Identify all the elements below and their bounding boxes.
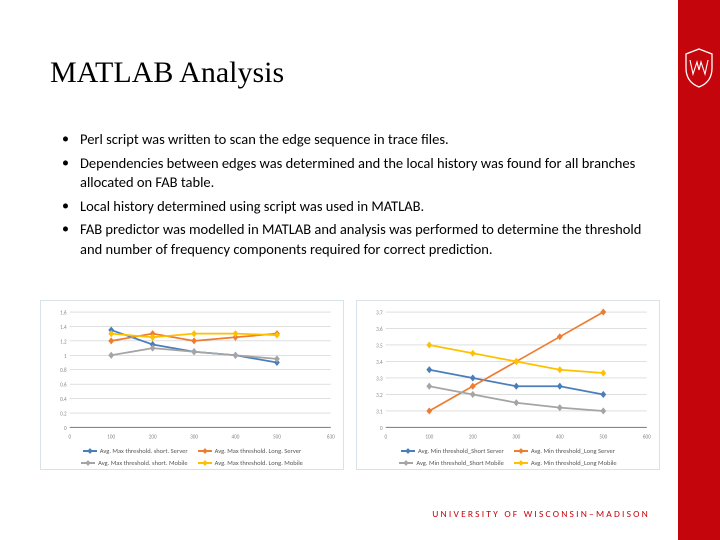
legend-label: Avg. Min threshold_Short Mobile: [416, 459, 504, 467]
svg-text:3.1: 3.1: [376, 408, 383, 416]
svg-text:3.2: 3.2: [376, 392, 383, 400]
legend-label: Avg. Min threshold_Long Server: [531, 447, 615, 455]
chart-left: 0 0.2 0.4 0.6 0.8 1 1.2 1.4 1.6 0 100 200 300 400 500 6…: [40, 300, 344, 470]
svg-text:3.3: 3.3: [376, 375, 383, 383]
legend-item: Avg. Max threshold. short. Server: [83, 447, 188, 455]
legend-swatch-icon: [401, 450, 415, 452]
legend-item: Avg. Min threshold_Short Server: [401, 447, 504, 455]
legend-label: Avg. Min threshold_Long Mobile: [531, 459, 617, 467]
chart-right-plot: 0 3.1 3.2 3.3 3.4 3.5 3.6 3.7 0 100 200 300 400 500 60…: [363, 307, 653, 445]
svg-text:1.2: 1.2: [60, 338, 67, 346]
legend-swatch-icon: [514, 450, 528, 452]
chart-right-legend: Avg. Min threshold_Short Server Avg. Min …: [363, 445, 653, 467]
svg-text:3.4: 3.4: [376, 359, 383, 367]
svg-text:100: 100: [107, 433, 115, 441]
svg-text:400: 400: [556, 433, 564, 441]
svg-text:500: 500: [273, 433, 281, 441]
svg-text:1.6: 1.6: [60, 309, 67, 317]
chart-left-plot: 0 0.2 0.4 0.6 0.8 1 1.2 1.4 1.6 0 100 200 300 400 500 6…: [47, 307, 337, 445]
svg-text:0.4: 0.4: [60, 396, 67, 404]
legend-item: Avg. Min threshold_Long Mobile: [514, 459, 617, 467]
svg-text:600: 600: [643, 433, 651, 441]
svg-text:200: 200: [469, 433, 477, 441]
legend-swatch-icon: [198, 462, 212, 464]
svg-text:300: 300: [512, 433, 520, 441]
legend-swatch-icon: [198, 450, 212, 452]
legend-item: Avg. Min threshold_Short Mobile: [399, 459, 504, 467]
svg-text:0: 0: [64, 424, 67, 432]
slide-title: MATLAB Analysis: [50, 56, 284, 90]
svg-text:1: 1: [64, 352, 67, 360]
svg-text:500: 500: [599, 433, 607, 441]
svg-text:3.7: 3.7: [376, 309, 383, 317]
svg-text:3.5: 3.5: [376, 342, 383, 350]
svg-text:400: 400: [232, 433, 240, 441]
legend-item: Avg. Min threshold_Long Server: [514, 447, 615, 455]
legend-label: Avg. Max threshold. Long. Server: [215, 447, 302, 455]
svg-text:0: 0: [68, 433, 71, 441]
footer-affiliation: UNIVERSITY OF WISCONSIN–MADISON: [432, 508, 650, 520]
svg-text:0: 0: [380, 424, 383, 432]
chart-right: 0 3.1 3.2 3.3 3.4 3.5 3.6 3.7 0 100 200 300 400 500 60…: [356, 300, 660, 470]
legend-item: Avg. Max threshold. Long. Mobile: [198, 459, 303, 467]
legend-label: Avg. Max threshold. Long. Mobile: [215, 459, 303, 467]
bullet-item: FAB predictor was modelled in MATLAB and…: [58, 220, 648, 259]
legend-label: Avg. Max threshold. short. Mobile: [98, 459, 188, 467]
legend-swatch-icon: [399, 462, 413, 464]
legend-label: Avg. Max threshold. short. Server: [100, 447, 188, 455]
legend-swatch-icon: [514, 462, 528, 464]
svg-text:1.4: 1.4: [60, 324, 67, 332]
bullet-item: Perl script was written to scan the edge…: [58, 130, 648, 150]
legend-label: Avg. Min threshold_Short Server: [418, 447, 504, 455]
legend-swatch-icon: [81, 462, 95, 464]
uw-crest-icon: [684, 48, 714, 88]
chart-left-legend: Avg. Max threshold. short. Server Avg. Ma…: [47, 445, 337, 467]
svg-text:200: 200: [149, 433, 157, 441]
svg-text:630: 630: [327, 433, 335, 441]
bullet-list: Perl script was written to scan the edge…: [58, 130, 648, 263]
legend-swatch-icon: [83, 450, 97, 452]
legend-item: Avg. Max threshold. Long. Server: [198, 447, 302, 455]
legend-item: Avg. Max threshold. short. Mobile: [81, 459, 188, 467]
svg-text:0.8: 0.8: [60, 367, 67, 375]
svg-text:3.6: 3.6: [376, 326, 383, 334]
charts-row: 0 0.2 0.4 0.6 0.8 1 1.2 1.4 1.6 0 100 200 300 400 500 6…: [40, 300, 660, 470]
svg-text:0: 0: [384, 433, 387, 441]
svg-text:0.2: 0.2: [60, 410, 67, 418]
svg-text:100: 100: [425, 433, 433, 441]
bullet-item: Dependencies between edges was determine…: [58, 154, 648, 193]
svg-text:0.6: 0.6: [60, 381, 67, 389]
bullet-item: Local history determined using script wa…: [58, 197, 648, 217]
svg-text:300: 300: [190, 433, 198, 441]
